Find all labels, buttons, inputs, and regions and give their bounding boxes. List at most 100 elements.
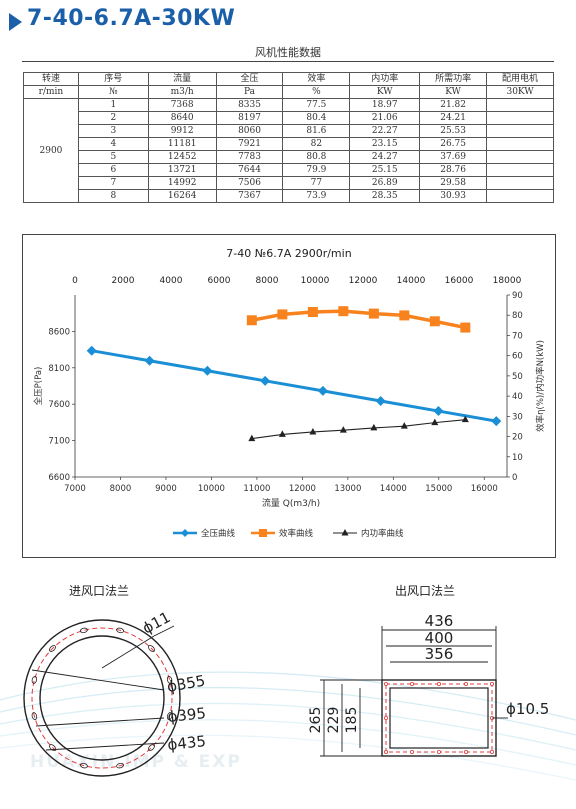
outlet-bolt-hole xyxy=(463,749,468,754)
legend-label: 效率曲线 xyxy=(279,528,314,539)
y-right-tick-label: 70 xyxy=(512,331,523,341)
header-cell: 流量 xyxy=(147,72,217,86)
table-cell: 7 xyxy=(77,176,149,190)
table-cell: 8640 xyxy=(147,111,217,125)
table-cell: 7506 xyxy=(215,176,284,190)
bolt-hole xyxy=(49,645,56,652)
x-top-tick-label: 6000 xyxy=(208,276,231,286)
x-bottom-tick-label: 15000 xyxy=(425,484,452,494)
unit-cell: 30KW xyxy=(486,85,554,99)
table-cell: 3 xyxy=(77,124,149,138)
dim-height-bolt: 229 xyxy=(326,707,342,734)
outlet-flange-title: 出风口法兰 xyxy=(395,584,456,598)
pressure-point xyxy=(433,406,444,417)
subtitle-rule xyxy=(22,61,554,62)
unit-cell: № xyxy=(77,85,149,99)
bolt-holes xyxy=(31,627,173,769)
table-cell: 79.9 xyxy=(282,163,351,177)
x-top-tick-label: 0 xyxy=(72,276,78,286)
bolt-hole xyxy=(166,712,173,721)
inlet-flange-drawing: ϕ11 ϕ355 ϕ395 ϕ435 xyxy=(23,608,207,777)
power-point xyxy=(400,422,408,429)
efficiency-point xyxy=(338,306,349,317)
x-bottom-tick-label: 13000 xyxy=(334,484,361,494)
x-top-tick-label: 12000 xyxy=(349,276,378,286)
table-cell: 9912 xyxy=(147,124,217,138)
outlet-bolt-hole xyxy=(410,682,415,687)
motor-cell xyxy=(486,163,554,177)
table-row: 8 16264 7367 73.9 28.35 30.93 xyxy=(24,189,554,203)
bolt-hole xyxy=(79,762,88,769)
power-point xyxy=(278,430,286,437)
series-line-0 xyxy=(91,349,497,423)
efficiency-point xyxy=(399,310,410,321)
dim-width-bolt: 400 xyxy=(425,629,454,647)
unit-cell: Pa xyxy=(215,85,284,99)
x-top-tick-label: 4000 xyxy=(160,276,183,286)
bolt-hole xyxy=(166,675,173,684)
bolt-hole xyxy=(79,627,88,634)
title-arrow-icon xyxy=(9,13,22,31)
performance-chart: 7-40 №6.7A 2900r/min 7000 8000 9000 10000 11… xyxy=(33,247,546,539)
x-top-tick-label: 16000 xyxy=(445,276,474,286)
header-cell: 配用电机 xyxy=(486,72,554,86)
outlet-bolt-hole xyxy=(489,749,494,754)
table-cell: 24.27 xyxy=(349,150,421,164)
table-cell: 25.15 xyxy=(349,163,421,177)
table-cell: 82 xyxy=(282,137,351,151)
table-cell: 24.21 xyxy=(419,111,488,125)
outlet-bolt-hole xyxy=(463,682,468,687)
outlet-bolt-hole xyxy=(436,682,441,687)
table-cell: 6 xyxy=(77,163,149,177)
bolt-hole xyxy=(49,744,56,751)
speed-cell: 2900 xyxy=(23,98,79,203)
motor-cell xyxy=(486,150,554,164)
header-cell: 所需功率 xyxy=(419,72,488,86)
efficiency-point xyxy=(277,309,288,320)
unit-cell: r/min xyxy=(23,85,79,99)
y-right-tick-label: 60 xyxy=(512,352,523,362)
y-right-tick-label: 50 xyxy=(512,372,523,382)
power-point xyxy=(248,434,256,442)
table-cell: 22.27 xyxy=(349,124,421,138)
table-cell: 1 xyxy=(77,98,149,112)
y-left-tick-label: 8100 xyxy=(48,364,70,374)
outlet-bolt-hole xyxy=(384,716,389,721)
dim-inner-diameter: ϕ355 xyxy=(166,672,207,696)
table-cell: 16264 xyxy=(147,189,217,203)
y-right-tick-label: 80 xyxy=(512,311,523,321)
table-cell: 7921 xyxy=(215,137,284,151)
unit-cell: m3/h xyxy=(147,85,217,99)
outlet-bolt-holes xyxy=(384,682,494,754)
chart-layer: 7000 8000 9000 10000 11000 12000 13000 14000 150… xyxy=(33,276,546,539)
table-cell: 29.58 xyxy=(419,176,488,190)
bolt-hole xyxy=(148,744,155,751)
x-top-tick-label: 10000 xyxy=(301,276,330,286)
table-row: 6 13721 7644 79.9 25.15 28.76 xyxy=(24,163,554,177)
performance-table: 转速 序号 流量 全压 效率 内功率 所需功率 配用电机 r/min № m3/… xyxy=(23,72,554,203)
x-bottom-tick-label: 11000 xyxy=(243,484,270,494)
outlet-bolt-hole xyxy=(384,749,389,754)
table-units-row: r/min № m3/h Pa % KW KW 30KW xyxy=(23,85,554,99)
legend-marker xyxy=(259,529,267,537)
bolt-hole xyxy=(116,627,125,634)
legend-marker xyxy=(181,529,189,537)
table-cell: 13721 xyxy=(147,163,217,177)
table-cell: 81.6 xyxy=(282,124,351,138)
motor-cell xyxy=(486,124,554,138)
outlet-bolt-hole xyxy=(410,749,415,754)
x-bottom-tick-label: 8000 xyxy=(110,484,132,494)
table-cell: 12452 xyxy=(147,150,217,164)
y-right-tick-label: 40 xyxy=(512,392,523,402)
power-point xyxy=(309,427,317,435)
table-cell: 8060 xyxy=(215,124,284,138)
dim-width-outer: 436 xyxy=(425,612,454,630)
x-top-tick-label: 8000 xyxy=(256,276,279,286)
motor-cell xyxy=(486,98,554,112)
y-left-tick-label: 8600 xyxy=(48,327,70,337)
table-row: 2 8640 8197 80.4 21.06 24.21 xyxy=(24,111,554,125)
table-row: 5 12452 7783 80.8 24.27 37.69 xyxy=(24,150,554,164)
y-right-tick-label: 10 xyxy=(512,453,523,463)
outlet-bolt-hole xyxy=(384,682,389,687)
table-cell: 37.69 xyxy=(419,150,488,164)
